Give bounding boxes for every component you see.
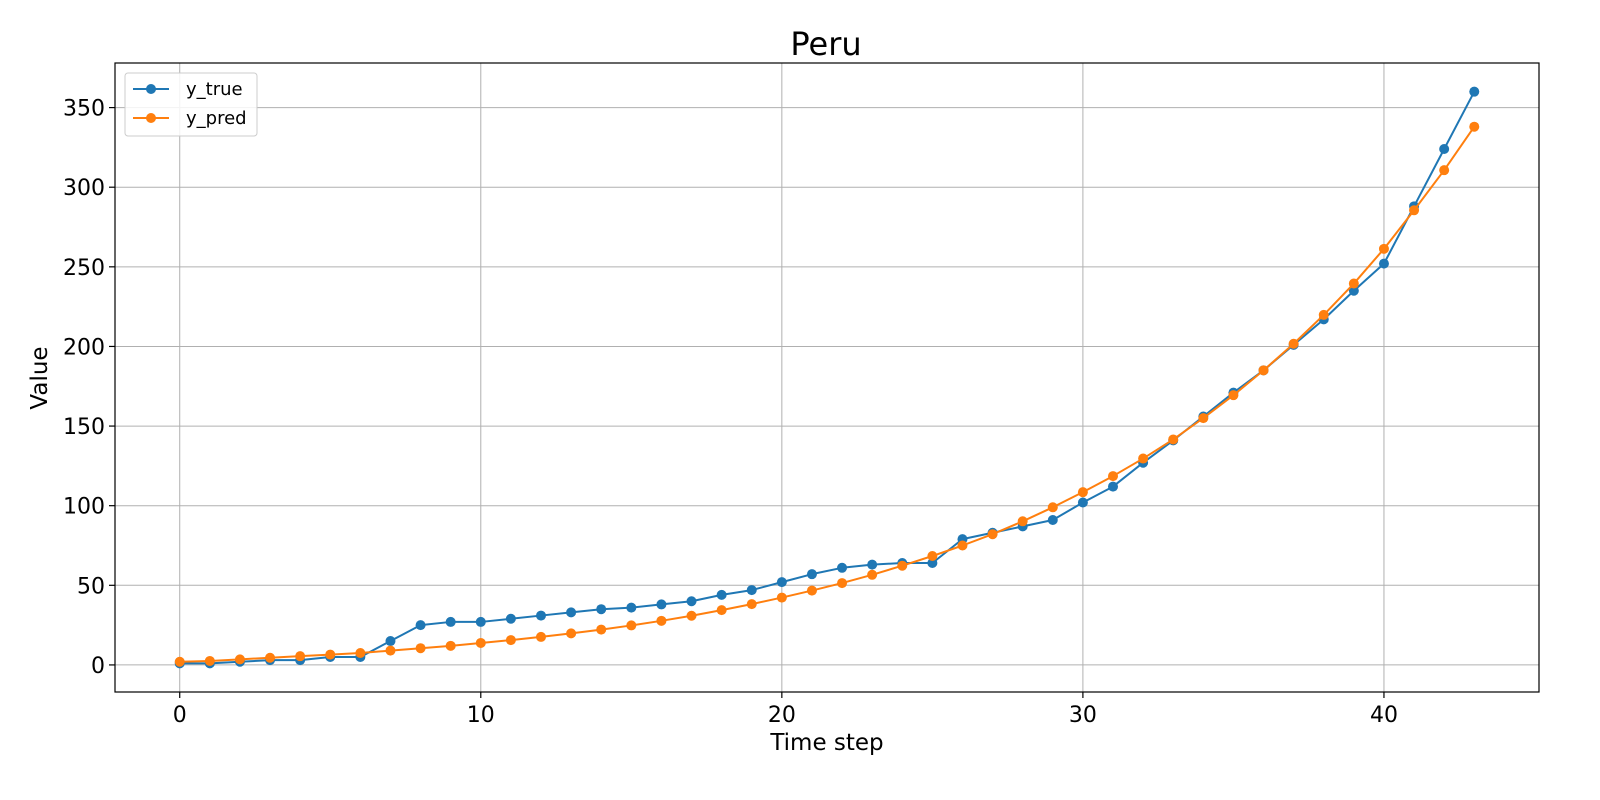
data-point-y-true — [806, 569, 817, 580]
x-tick-label: 10 — [467, 703, 495, 728]
data-point-y-pred — [1017, 516, 1028, 527]
data-point-y-pred — [415, 643, 426, 654]
data-point-y-true — [596, 604, 607, 615]
series-y-true — [174, 86, 1480, 669]
data-point-y-pred — [265, 652, 276, 663]
y-tick-label: 100 — [63, 495, 105, 520]
grid-lines — [115, 63, 1539, 692]
series-line-y-pred — [179, 126, 1476, 663]
data-point-y-pred — [987, 529, 998, 540]
x-tick-label: 40 — [1370, 703, 1398, 728]
plot-frame — [114, 62, 1540, 693]
data-point-y-pred — [716, 605, 727, 616]
x-tick-label: 0 — [173, 703, 187, 728]
y-tick-label: 150 — [63, 415, 105, 440]
data-point-y-pred — [656, 615, 667, 626]
data-point-y-pred — [355, 647, 366, 658]
data-point-y-true — [716, 589, 727, 600]
data-point-y-true — [1047, 515, 1058, 526]
data-point-y-pred — [1077, 487, 1088, 498]
data-point-y-pred — [475, 637, 486, 648]
data-point-y-pred — [746, 599, 757, 610]
data-point-y-pred — [927, 551, 938, 562]
data-point-y-pred — [776, 592, 787, 603]
data-point-y-pred — [325, 649, 336, 660]
data-point-y-true — [535, 610, 546, 621]
data-point-y-pred — [1409, 205, 1420, 216]
data-point-y-pred — [1258, 365, 1269, 376]
data-point-y-true — [626, 602, 637, 613]
data-point-y-true — [445, 616, 456, 627]
data-point-y-pred — [806, 585, 817, 596]
data-point-y-true — [1108, 481, 1119, 492]
data-point-y-true — [415, 620, 426, 631]
data-point-y-true — [475, 616, 486, 627]
data-point-y-pred — [1168, 434, 1179, 445]
legend-label-y-true: y_true — [186, 79, 243, 100]
data-point-y-pred — [1378, 243, 1389, 254]
data-point-y-pred — [626, 620, 637, 631]
y-tick-label: 250 — [63, 256, 105, 281]
data-point-y-pred — [1348, 278, 1359, 289]
data-point-y-pred — [1108, 471, 1119, 482]
data-point-y-pred — [596, 624, 607, 635]
data-point-y-true — [837, 562, 848, 573]
chart-title: Peru — [790, 25, 861, 63]
series-line-y-true — [179, 91, 1476, 665]
y-tick-label: 200 — [63, 335, 105, 360]
data-point-y-pred — [1228, 390, 1239, 401]
legend-marker-y-true — [146, 84, 156, 94]
data-point-y-pred — [1138, 453, 1149, 464]
y-tick-label: 0 — [91, 654, 105, 679]
data-point-y-true — [1439, 143, 1450, 154]
legend-marker-y-pred — [146, 113, 156, 123]
data-point-y-pred — [234, 654, 245, 665]
data-point-y-pred — [867, 569, 878, 580]
series-y-pred — [174, 121, 1480, 667]
data-point-y-pred — [1469, 121, 1480, 132]
data-point-y-true — [566, 607, 577, 618]
data-point-y-pred — [204, 655, 215, 666]
data-point-y-pred — [957, 540, 968, 551]
data-point-y-pred — [505, 635, 516, 646]
data-point-y-true — [1348, 285, 1359, 296]
data-point-y-pred — [445, 640, 456, 651]
data-point-y-true — [1469, 86, 1480, 97]
data-point-y-pred — [1288, 338, 1299, 349]
ticks: 0 10 20 30 40 0 50 100 150 200 250 300 350 — [63, 97, 1398, 728]
data-point-y-pred — [566, 628, 577, 639]
x-axis-label: Time step — [769, 730, 883, 756]
y-tick-label: 300 — [63, 176, 105, 201]
data-point-y-true — [776, 577, 787, 588]
legend: y_true y_pred — [124, 72, 258, 137]
data-point-y-true — [686, 596, 697, 607]
data-point-y-true — [1077, 497, 1088, 508]
data-point-y-true — [867, 559, 878, 570]
data-point-y-true — [385, 636, 396, 647]
data-point-y-true — [927, 558, 938, 569]
data-point-y-pred — [837, 578, 848, 589]
data-point-y-pred — [1318, 309, 1329, 320]
y-axis-label: Value — [27, 346, 53, 409]
data-point-y-true — [656, 599, 667, 610]
legend-label-y-pred: y_pred — [186, 108, 247, 129]
data-point-y-true — [746, 585, 757, 596]
series-layer — [174, 86, 1480, 669]
data-point-y-pred — [535, 631, 546, 642]
data-point-y-true — [505, 613, 516, 624]
data-point-y-pred — [1439, 165, 1450, 176]
y-tick-label: 50 — [77, 574, 105, 599]
data-point-y-pred — [897, 560, 908, 571]
x-tick-label: 20 — [768, 703, 796, 728]
data-point-y-pred — [1198, 413, 1209, 424]
data-point-y-pred — [295, 651, 306, 662]
data-point-y-true — [1378, 258, 1389, 269]
data-point-y-pred — [174, 656, 185, 667]
y-tick-label: 350 — [63, 97, 105, 122]
x-tick-label: 30 — [1069, 703, 1097, 728]
data-point-y-pred — [385, 645, 396, 656]
data-point-y-pred — [686, 610, 697, 621]
data-point-y-pred — [1047, 502, 1058, 513]
